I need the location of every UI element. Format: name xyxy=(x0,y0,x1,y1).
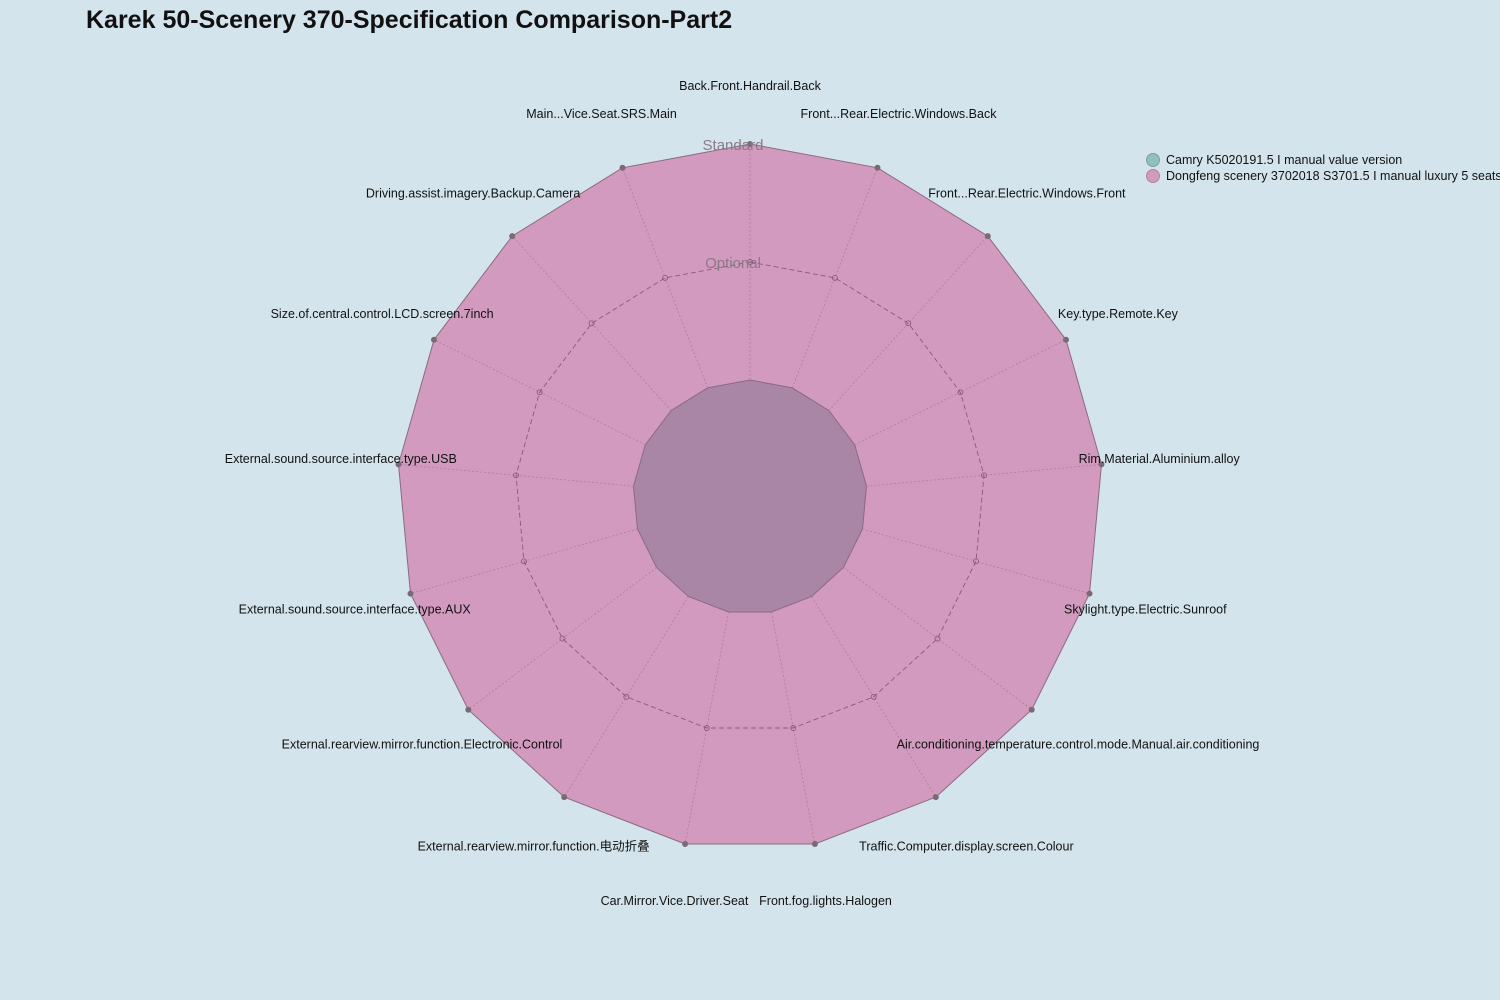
axis-label-12: External.sound.source.interface.type.AUX xyxy=(239,603,472,617)
axis-label-3: Key.type.Remote.Key xyxy=(1058,307,1179,321)
grid-level-mid xyxy=(515,261,985,729)
data-point-1-3 xyxy=(1063,336,1069,343)
data-point-1-9 xyxy=(682,841,689,847)
axis-label-16: Main...Vice.Seat.SRS.Main xyxy=(526,107,677,121)
data-point-1-6 xyxy=(1028,706,1035,713)
grid-level-marker xyxy=(870,693,877,700)
axis-label-4: Rim.Material.Aluminium.alloy xyxy=(1079,452,1241,466)
axis-label-5: Skylight.type.Electric.Sunroof xyxy=(1064,603,1227,617)
data-point-1-1 xyxy=(874,164,881,171)
axis-spoke xyxy=(468,567,657,711)
legend: Camry K5020191.5 I manual value version … xyxy=(1146,152,1500,184)
axis-label-9: Car.Mirror.Vice.Driver.Seat xyxy=(601,894,749,908)
data-point-1-16 xyxy=(619,164,626,171)
legend-label-camry: Camry K5020191.5 I manual value version xyxy=(1166,153,1403,167)
axis-label-11: External.rearview.mirror.function.Electr… xyxy=(282,738,563,752)
axis-spoke xyxy=(866,464,1102,487)
axis-label-8: Front.fog.lights.Halogen xyxy=(759,894,892,908)
grid-level-marker xyxy=(536,389,543,396)
grid-level-marker xyxy=(831,274,838,281)
grid-level-marker xyxy=(521,558,527,565)
data-point-1-8 xyxy=(811,841,818,847)
grid-level-marker xyxy=(662,274,669,281)
axis-spoke xyxy=(828,235,989,411)
axis-spoke xyxy=(622,167,709,389)
axis-spoke xyxy=(684,611,729,845)
data-point-1-10 xyxy=(561,794,568,801)
data-point-1-11 xyxy=(465,706,472,713)
data-point-1-5 xyxy=(1086,590,1093,597)
axis-label-15: Driving.assist.imagery.Backup.Camera xyxy=(366,186,580,200)
series-area-0 xyxy=(632,379,868,613)
axis-spoke xyxy=(771,611,816,845)
axis-label-14: Size.of.central.control.LCD.screen.7inch xyxy=(271,307,494,321)
legend-label-dongfeng: Dongfeng scenery 3702018 S3701.5 I manua… xyxy=(1166,169,1500,183)
grid-level-marker xyxy=(905,320,912,327)
data-point-1-4 xyxy=(1098,461,1105,468)
axis-label-7: Traffic.Computer.display.screen.Colour xyxy=(859,839,1073,853)
axis-spoke xyxy=(511,235,672,411)
axis-label-1: Front...Rear.Electric.Windows.Back xyxy=(801,107,998,121)
axis-label-0: Back.Front.Handrail.Back xyxy=(679,79,821,93)
level-label-1: Optional xyxy=(705,255,761,272)
grid-level-marker xyxy=(957,389,964,396)
axis-label-10: External.rearview.mirror.function.电动折叠 xyxy=(418,838,650,853)
grid-level-marker xyxy=(790,725,797,731)
level-label-2: Standard xyxy=(703,137,764,154)
axis-label-6: Air.conditioning.temperature.control.mod… xyxy=(897,738,1260,752)
grid-level-marker xyxy=(973,558,979,565)
grid-level-marker xyxy=(588,320,595,327)
grid-level-marker xyxy=(623,693,630,700)
data-point-1-14 xyxy=(431,336,437,343)
axis-spoke xyxy=(563,596,689,798)
axis-spoke xyxy=(843,567,1032,711)
data-point-1-7 xyxy=(932,794,939,801)
axis-spoke xyxy=(862,528,1090,594)
grid-level-marker xyxy=(559,635,566,642)
grid-level-marker xyxy=(934,635,941,642)
legend-swatch-dongfeng xyxy=(1146,169,1160,183)
axis-label-13: External.sound.source.interface.type.USB xyxy=(225,452,457,466)
data-point-1-2 xyxy=(984,233,991,240)
grid-level-marker xyxy=(981,472,987,479)
grid-level-marker xyxy=(747,259,753,265)
chart-title: Karek 50-Scenery 370-Specification Compa… xyxy=(86,6,733,34)
data-point-1-15 xyxy=(509,233,516,240)
axis-spoke xyxy=(410,528,638,594)
axis-label-2: Front...Rear.Electric.Windows.Front xyxy=(928,186,1126,200)
data-point-1-13 xyxy=(395,461,402,468)
grid-level-marker xyxy=(513,472,519,479)
axis-spoke xyxy=(398,464,634,487)
legend-swatch-camry xyxy=(1146,153,1160,167)
legend-item-camry: Camry K5020191.5 I manual value version xyxy=(1146,152,1500,168)
data-point-1-0 xyxy=(747,141,753,147)
legend-item-dongfeng: Dongfeng scenery 3702018 S3701.5 I manua… xyxy=(1146,168,1500,184)
data-point-1-12 xyxy=(407,590,414,597)
axis-spoke xyxy=(791,167,878,389)
grid-level-marker xyxy=(703,725,710,731)
